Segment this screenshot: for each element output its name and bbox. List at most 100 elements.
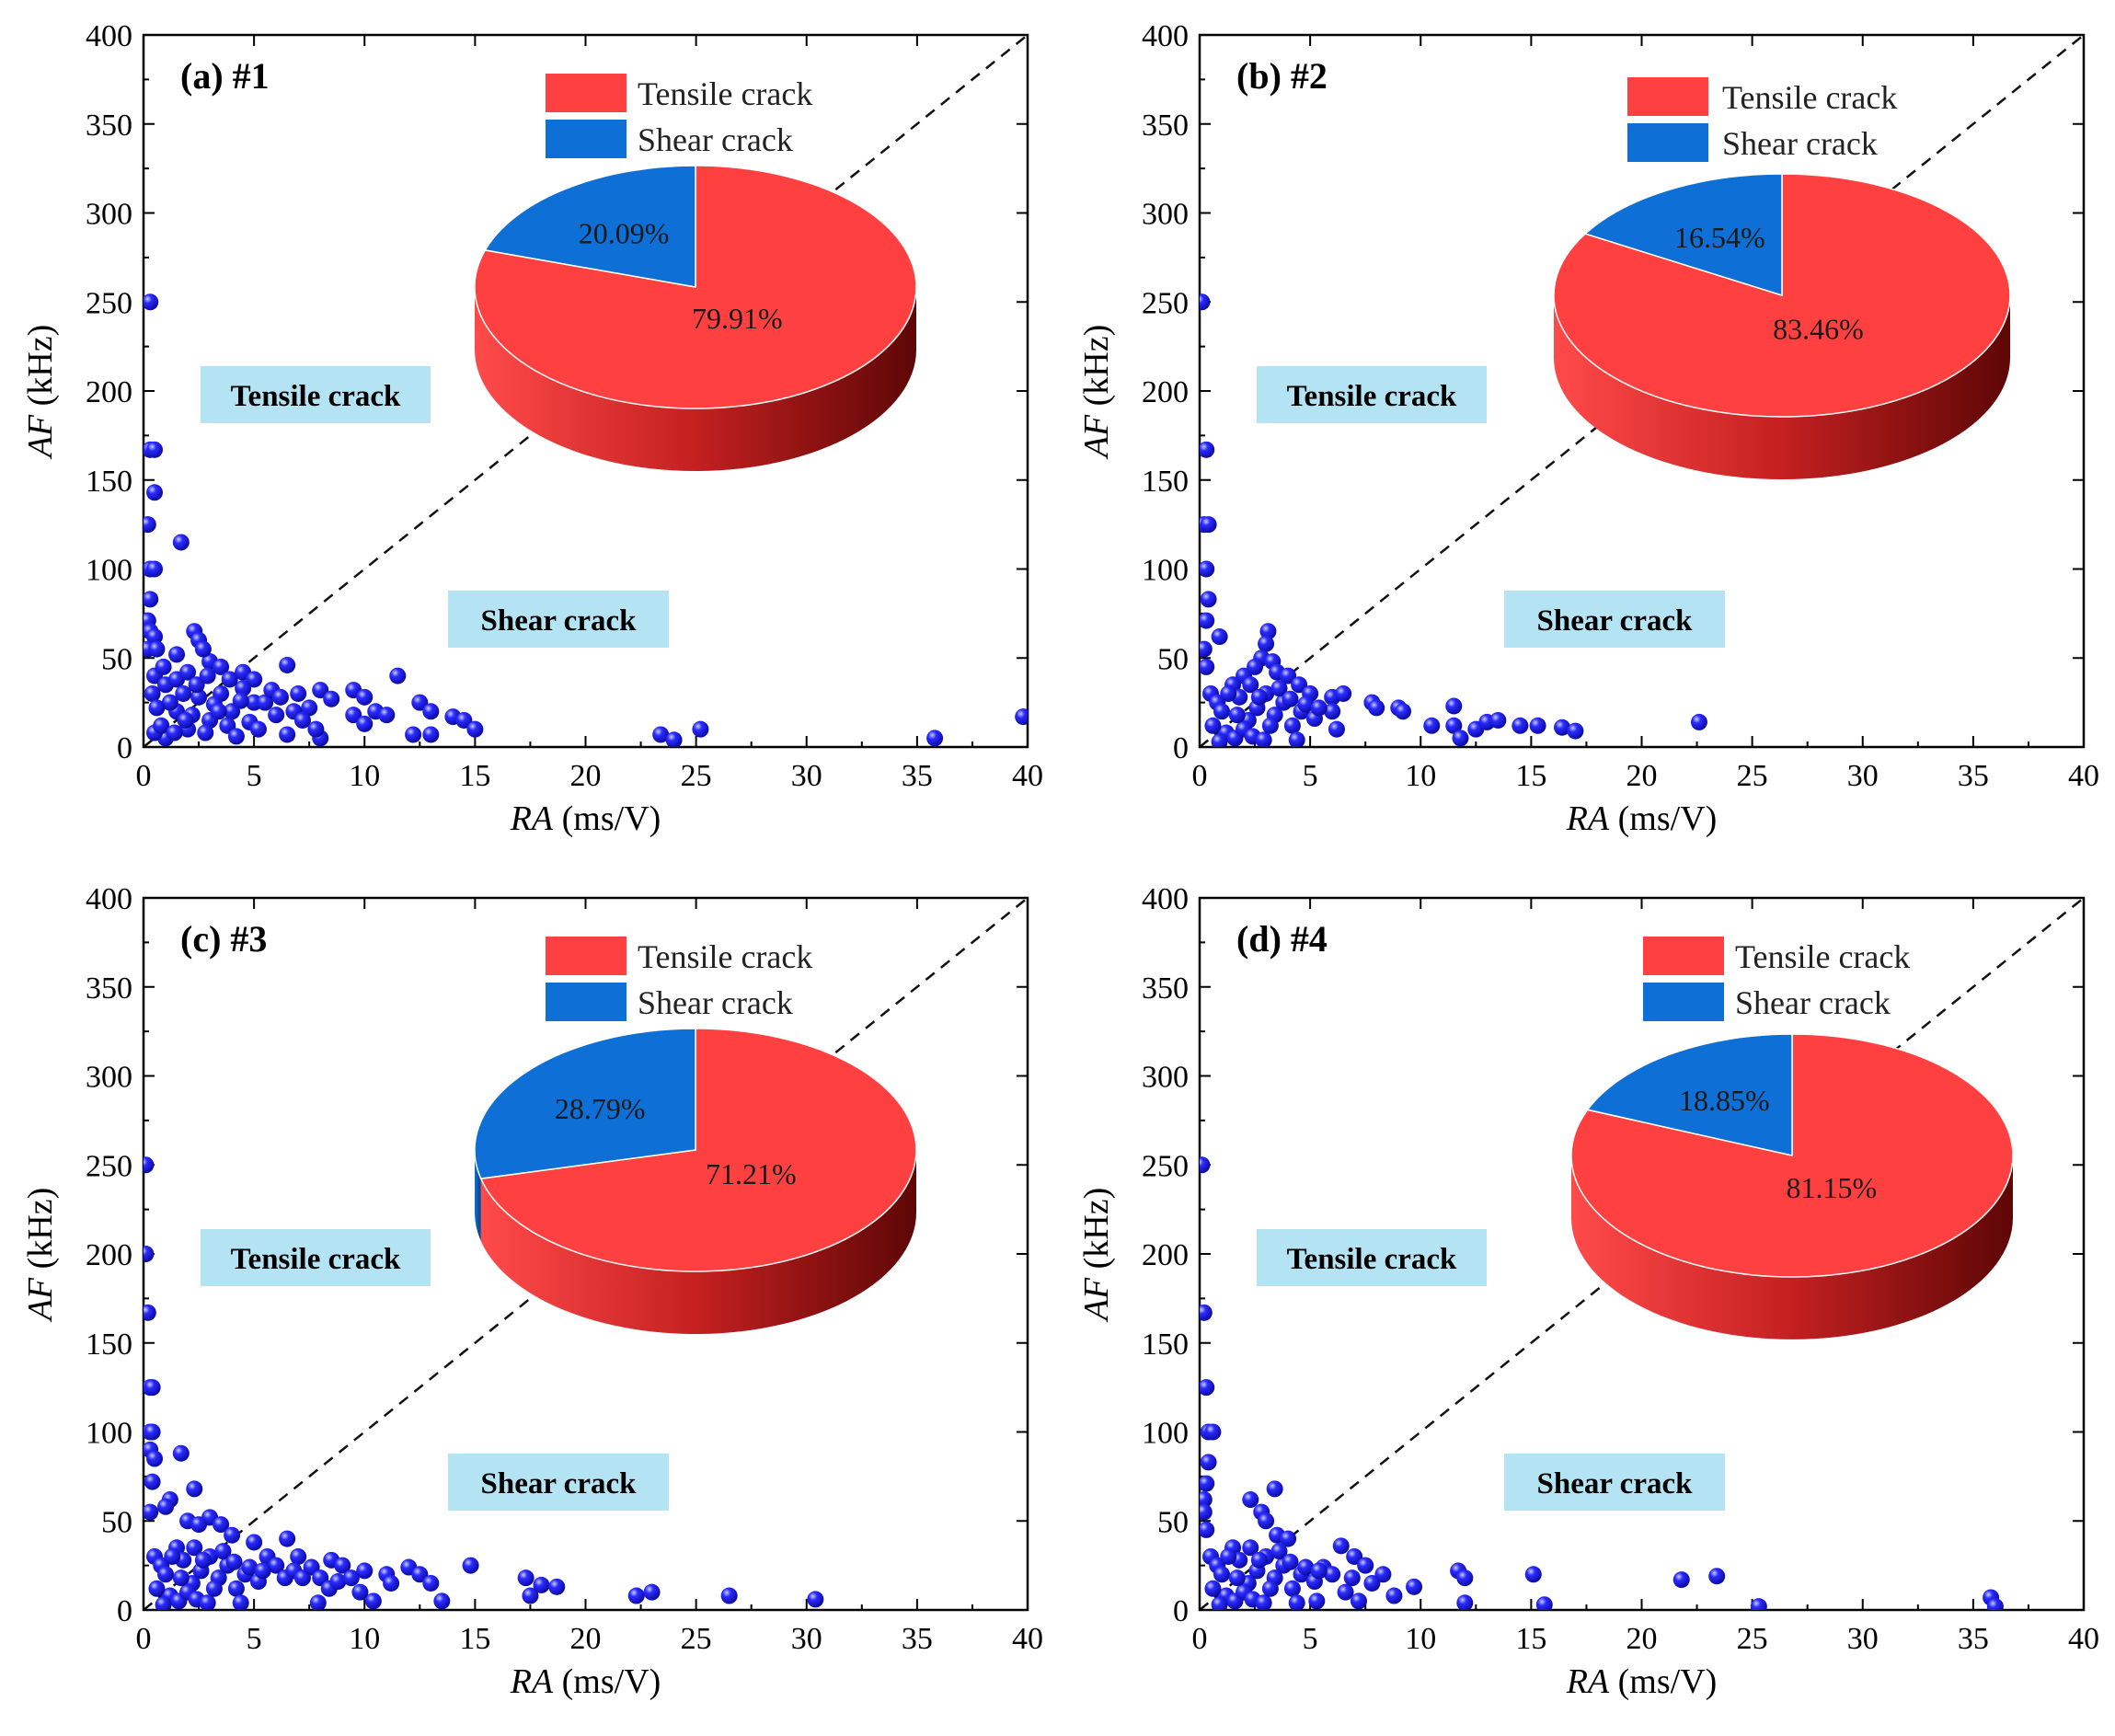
y-axis-title: AF (kHz) [1077,1188,1116,1324]
data-point [1200,441,1215,458]
y-tick-label: 0 [1173,731,1189,765]
data-point [1266,1480,1283,1498]
data-point [144,516,156,534]
data-point [364,1592,382,1610]
data-point [1204,1423,1222,1441]
data-point [1213,1566,1231,1583]
chart-panel-3: 0 5 10 15 20 25 30 35 40050100150200250300350400… [21,882,1043,1701]
data-point [144,1246,155,1262]
panel-title: (c) #3 [180,918,267,960]
y-axis-title: AF (kHz) [1077,325,1116,461]
y-tick-label: 100 [86,1417,132,1451]
data-point [172,1569,190,1587]
data-point [144,1304,156,1321]
shear-region-label: Shear crack [481,604,638,638]
data-point [157,1566,175,1583]
data-point [232,1594,249,1610]
tensile-region-label: Tensile crack [231,1243,401,1276]
data-point [148,640,166,658]
data-point [186,1539,203,1557]
data-point [1242,676,1259,694]
data-point [1489,711,1507,729]
data-point [1324,703,1341,720]
chart-panel-4: 0 5 10 15 20 25 30 35 40050100150200250300350400… [1077,882,2099,1701]
data-point [334,1557,351,1574]
shear-region-box [448,591,669,648]
data-point [164,1547,181,1565]
data-point [652,726,670,743]
x-tick-label: 5 [1303,1622,1318,1656]
data-point [378,707,396,724]
data-point [246,1534,263,1551]
data-point [1255,731,1272,747]
legend: Tensile crack Shear crack [546,74,812,158]
data-point [1310,1562,1328,1580]
data-point [177,711,194,729]
legend-swatch-shear [546,983,626,1021]
data-point [1200,1521,1215,1538]
data-point [323,690,340,707]
tensile-region-box [201,366,431,423]
data-point [1374,1566,1392,1583]
data-point [455,711,473,729]
data-point [1288,1594,1305,1610]
data-point [224,1526,241,1544]
y-tick-label: 400 [86,882,132,916]
tensile-region-box [1257,366,1487,423]
data-point [1297,1558,1315,1576]
x-tick-label: 15 [1515,1622,1546,1656]
data-point [279,1530,296,1547]
legend-label-tensile: Tensile crack [638,75,812,112]
data-point [199,1594,216,1610]
data-point [356,688,374,706]
pie-chart: 18.85% 81.15% [1570,1033,2014,1339]
x-tick-label: 30 [1847,1622,1879,1656]
data-point [522,1587,539,1604]
data-point [1524,1566,1542,1583]
data-point [411,1566,429,1583]
x-tick-label: 20 [570,1622,602,1656]
legend-label-shear: Shear crack [1722,125,1878,162]
data-point [1423,717,1441,734]
data-point [268,1557,285,1574]
data-point [1288,731,1305,747]
data-point [807,1591,824,1608]
panel-title: (b) #2 [1236,55,1328,97]
y-axis-title: AF (kHz) [21,325,60,461]
data-point [293,711,311,729]
data-point [383,1574,400,1592]
data-point [1750,1598,1767,1610]
data-point [309,1594,327,1610]
pie-label-shear: 20.09% [579,216,670,249]
data-point [155,658,172,675]
x-tick-label: 40 [2068,1622,2099,1656]
data-point [279,726,296,743]
y-tick-label: 250 [86,1149,132,1183]
data-point [144,1473,161,1490]
pie-label-tensile: 79.91% [692,302,783,335]
data-point [422,1574,440,1592]
data-point [1200,658,1215,675]
x-tick-label: 15 [459,1622,490,1656]
data-point [146,560,164,578]
y-axis-unit: (kHz) [21,1188,60,1278]
x-tick-label: 10 [1405,1622,1436,1656]
panel-title: (d) #4 [1236,918,1328,960]
x-axis-var: RA [510,799,554,838]
pie-label-shear: 18.85% [1679,1084,1770,1117]
y-tick-label: 50 [1157,642,1189,676]
data-point [1211,628,1228,646]
data-point [1395,703,1412,720]
data-point [179,663,197,681]
chart-panel-2: 0 5 10 15 20 25 30 35 40050100150200250300350400… [1077,19,2099,838]
y-axis-var: AF [21,1277,60,1323]
data-point [345,707,362,724]
data-point [1200,560,1215,578]
y-axis-unit: (kHz) [21,325,60,415]
data-point [271,688,289,706]
data-point [1672,1571,1690,1589]
legend-swatch-shear [1627,123,1708,162]
x-tick-label: 10 [349,1622,380,1656]
data-point [1567,722,1584,740]
